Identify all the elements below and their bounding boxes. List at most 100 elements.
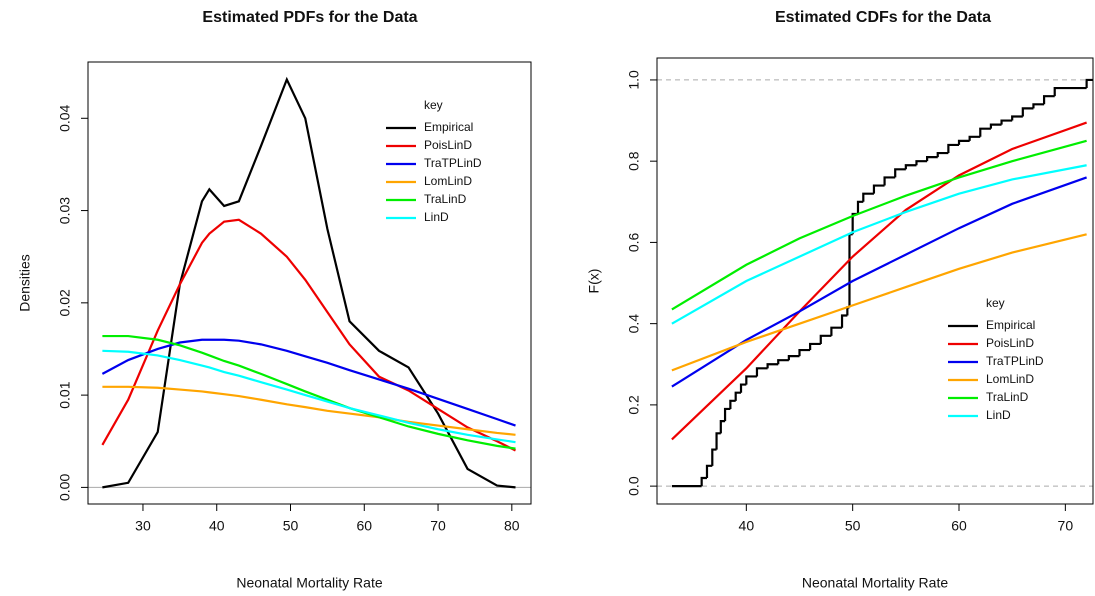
y-tick-label: 0.00 xyxy=(57,474,73,501)
step-segment xyxy=(936,151,949,158)
step-segment xyxy=(711,448,717,466)
step-segment xyxy=(979,127,991,137)
step-segment xyxy=(856,200,864,214)
x-tick-label: 80 xyxy=(504,518,520,534)
series-line xyxy=(101,338,516,427)
step-segment xyxy=(700,476,707,487)
step-segment xyxy=(1000,119,1013,125)
x-axis-label: Neonatal Mortality Rate xyxy=(236,575,383,591)
step-segment xyxy=(904,164,917,170)
x-tick-label: 30 xyxy=(135,518,151,534)
plot-frame xyxy=(87,61,532,505)
step-segment xyxy=(766,363,779,369)
x-axis-label: Neonatal Mortality Rate xyxy=(802,575,949,591)
step-segment xyxy=(739,383,747,393)
step-segment xyxy=(755,367,768,377)
step-segment xyxy=(745,375,757,385)
step-segment xyxy=(1021,107,1034,117)
step-segment xyxy=(872,184,885,194)
y-tick-label: 0.0 xyxy=(626,476,642,496)
step-segment xyxy=(705,464,713,479)
step-segment xyxy=(1042,95,1055,105)
step-segment xyxy=(840,314,848,328)
series-line xyxy=(671,164,1087,325)
x-tick-label: 50 xyxy=(845,518,861,534)
y-tick-label: 1.0 xyxy=(626,70,642,90)
legend-label: TraTPLinD xyxy=(424,156,482,170)
step-segment xyxy=(926,156,938,162)
legend-label: LinD xyxy=(986,408,1011,422)
x-tick-label: 60 xyxy=(356,518,372,534)
series-line xyxy=(101,218,517,452)
series-line xyxy=(671,176,1087,388)
y-tick-label: 0.6 xyxy=(626,232,642,252)
y-tick-label: 0.03 xyxy=(57,197,73,224)
step-segment xyxy=(830,326,843,336)
series-line xyxy=(671,139,1087,311)
series-line xyxy=(102,349,516,444)
legend: key Empirical PoisLinD TraTPLinD LomLinD TraL… xyxy=(386,98,482,224)
legend-label: Empirical xyxy=(986,318,1035,332)
step-segment xyxy=(1032,103,1045,109)
y-tick-label: 0.02 xyxy=(57,289,73,316)
legend-label: LinD xyxy=(424,210,449,224)
x-tick-label: 70 xyxy=(1058,518,1074,534)
step-segment xyxy=(787,355,800,361)
y-axis-label: Densities xyxy=(17,254,33,312)
step-segment xyxy=(846,306,850,316)
step-segment xyxy=(798,348,811,357)
x-tick-label: 40 xyxy=(209,518,225,534)
panel: Estimated CDFs for the Data Neonatal Mort… xyxy=(586,9,1094,591)
step-segment xyxy=(848,233,853,308)
y-tick-label: 0.01 xyxy=(57,381,73,408)
chart-title: Estimated PDFs for the Data xyxy=(202,9,417,26)
plot-frame xyxy=(656,57,1094,505)
legend: key Empirical PoisLinD TraTPLinD LomLinD TraL… xyxy=(948,296,1044,422)
legend-label: LomLinD xyxy=(986,372,1034,386)
step-segment xyxy=(894,168,906,178)
step-segment xyxy=(1011,115,1023,121)
x-tick-label: 40 xyxy=(739,518,755,534)
x-tick-label: 70 xyxy=(430,518,446,534)
step-segment xyxy=(968,135,981,141)
step-segment xyxy=(734,391,742,401)
step-segment xyxy=(1053,86,1087,97)
legend-label: Empirical xyxy=(424,120,473,134)
x-tick-label: 50 xyxy=(283,518,299,534)
legend-label: LomLinD xyxy=(424,174,472,188)
y-tick-label: 0.04 xyxy=(57,104,73,131)
x-tick-label: 60 xyxy=(951,518,967,534)
series-line xyxy=(671,233,1087,372)
step-segment xyxy=(862,192,874,202)
step-segment xyxy=(947,143,960,154)
step-segment xyxy=(819,334,832,344)
series-line xyxy=(102,385,516,436)
step-segment xyxy=(957,139,970,145)
y-tick-label: 0.4 xyxy=(626,314,642,334)
y-axis-label: F(x) xyxy=(586,269,602,294)
legend-label: TraTPLinD xyxy=(986,354,1044,368)
legend-label: PoisLinD xyxy=(424,138,472,152)
step-segment xyxy=(729,399,736,409)
series-line xyxy=(671,121,1087,441)
step-segment xyxy=(809,342,821,351)
step-segment xyxy=(777,359,789,365)
legend-label: TraLinD xyxy=(424,192,467,206)
step-segment xyxy=(915,160,928,166)
step-segment xyxy=(715,432,721,450)
step-segment xyxy=(883,176,896,186)
y-tick-label: 0.2 xyxy=(626,395,642,415)
step-segment xyxy=(723,407,731,422)
step-segment xyxy=(1085,78,1093,89)
y-tick-label: 0.8 xyxy=(626,151,642,171)
step-segment xyxy=(719,420,726,434)
legend-title: key xyxy=(424,98,443,112)
panel: Estimated PDFs for the Data Neonatal Mort… xyxy=(17,9,532,591)
legend-title: key xyxy=(986,296,1005,310)
chart-title: Estimated CDFs for the Data xyxy=(775,9,991,26)
legend-label: PoisLinD xyxy=(986,336,1034,350)
step-segment xyxy=(989,123,1002,129)
series-line xyxy=(102,334,516,450)
legend-label: TraLinD xyxy=(986,390,1029,404)
